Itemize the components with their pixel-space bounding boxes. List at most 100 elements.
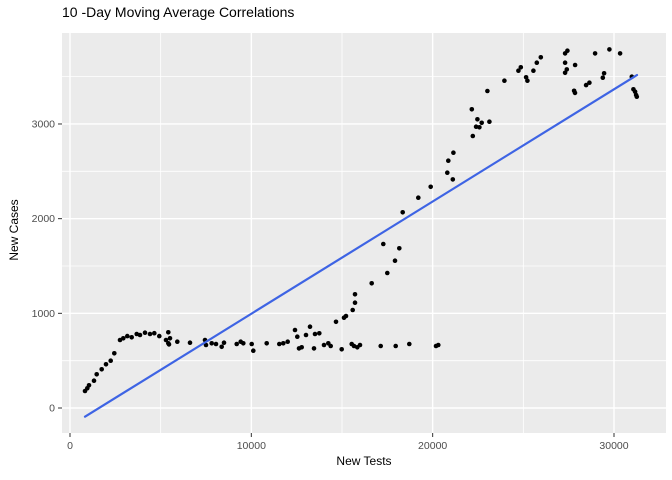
chart-title: 10 -Day Moving Average Correlations	[62, 4, 295, 20]
data-point	[564, 67, 570, 72]
y-tick-label: 1000	[32, 308, 56, 320]
data-point	[203, 342, 209, 348]
data-point	[572, 62, 578, 68]
data-point	[152, 330, 157, 336]
data-point	[393, 343, 399, 349]
data-point	[281, 341, 286, 346]
data-point	[451, 150, 456, 155]
data-point	[142, 330, 148, 336]
y-axis-title: New Cases	[7, 199, 21, 261]
plot-panel	[62, 33, 666, 433]
data-point	[307, 324, 313, 330]
data-point	[352, 300, 358, 306]
data-point	[311, 346, 317, 351]
data-point	[175, 339, 180, 345]
data-point	[479, 120, 485, 126]
data-point	[94, 372, 99, 377]
data-point	[572, 90, 578, 96]
data-point	[249, 341, 254, 347]
data-point	[86, 383, 92, 388]
data-point	[601, 71, 607, 76]
data-point	[209, 341, 214, 346]
data-point	[407, 341, 412, 347]
x-tick-label: 20000	[418, 440, 447, 452]
y-tick-label: 3000	[32, 118, 56, 130]
data-point	[381, 241, 386, 247]
data-point	[166, 342, 172, 347]
data-point	[502, 78, 507, 83]
data-point	[285, 339, 291, 345]
y-tick-label: 0	[49, 403, 55, 415]
data-point	[518, 65, 524, 70]
data-point	[108, 358, 113, 364]
y-tick-label: 2000	[32, 213, 56, 225]
data-point	[219, 344, 224, 350]
data-point	[369, 281, 375, 286]
data-point	[328, 343, 334, 349]
data-point	[99, 367, 104, 372]
data-point	[446, 158, 451, 163]
data-point	[607, 47, 612, 52]
x-tick-label: 10000	[237, 440, 266, 452]
data-point	[436, 342, 441, 348]
data-point	[385, 270, 390, 276]
data-point	[562, 70, 568, 76]
data-point	[163, 337, 169, 343]
data-point	[264, 341, 270, 346]
data-point	[112, 351, 117, 356]
data-point	[470, 133, 476, 139]
data-point	[531, 68, 536, 73]
data-point	[485, 88, 490, 94]
data-point	[397, 246, 402, 251]
data-point	[187, 340, 193, 346]
data-point	[562, 60, 568, 65]
data-point	[234, 341, 239, 347]
data-point	[516, 68, 521, 73]
data-point	[167, 336, 173, 341]
data-point	[487, 119, 492, 124]
data-point	[592, 51, 598, 56]
data-point	[400, 210, 406, 215]
data-point	[445, 170, 450, 175]
data-point	[534, 60, 540, 65]
data-point	[333, 319, 339, 325]
x-axis-title: New Tests	[336, 454, 392, 468]
data-point	[147, 331, 153, 337]
data-point	[221, 340, 227, 346]
data-point	[295, 334, 300, 340]
data-point	[317, 331, 322, 336]
data-point	[91, 378, 97, 384]
data-point	[312, 331, 318, 337]
data-point	[416, 195, 421, 200]
data-point	[378, 343, 384, 349]
data-point	[617, 51, 623, 56]
data-point	[137, 332, 143, 338]
data-point	[125, 333, 130, 339]
data-point	[121, 336, 126, 341]
data-point	[538, 55, 544, 60]
data-point	[475, 117, 480, 122]
x-tick-label: 0	[67, 440, 73, 452]
data-point	[303, 332, 309, 338]
data-point	[129, 335, 134, 340]
data-point	[241, 341, 246, 346]
x-tick-label: 30000	[599, 440, 628, 452]
data-point	[339, 347, 345, 352]
data-point	[357, 342, 363, 348]
data-point	[321, 342, 327, 348]
data-point	[450, 177, 456, 182]
data-point	[565, 48, 570, 53]
data-point	[166, 330, 171, 335]
data-point	[600, 75, 606, 80]
data-point	[277, 341, 282, 347]
data-point	[583, 82, 589, 88]
data-point	[157, 333, 162, 339]
data-point	[392, 258, 398, 264]
data-point	[525, 78, 530, 83]
data-point	[251, 348, 256, 354]
data-point	[299, 345, 305, 350]
data-point	[469, 107, 475, 112]
data-point	[213, 341, 219, 347]
